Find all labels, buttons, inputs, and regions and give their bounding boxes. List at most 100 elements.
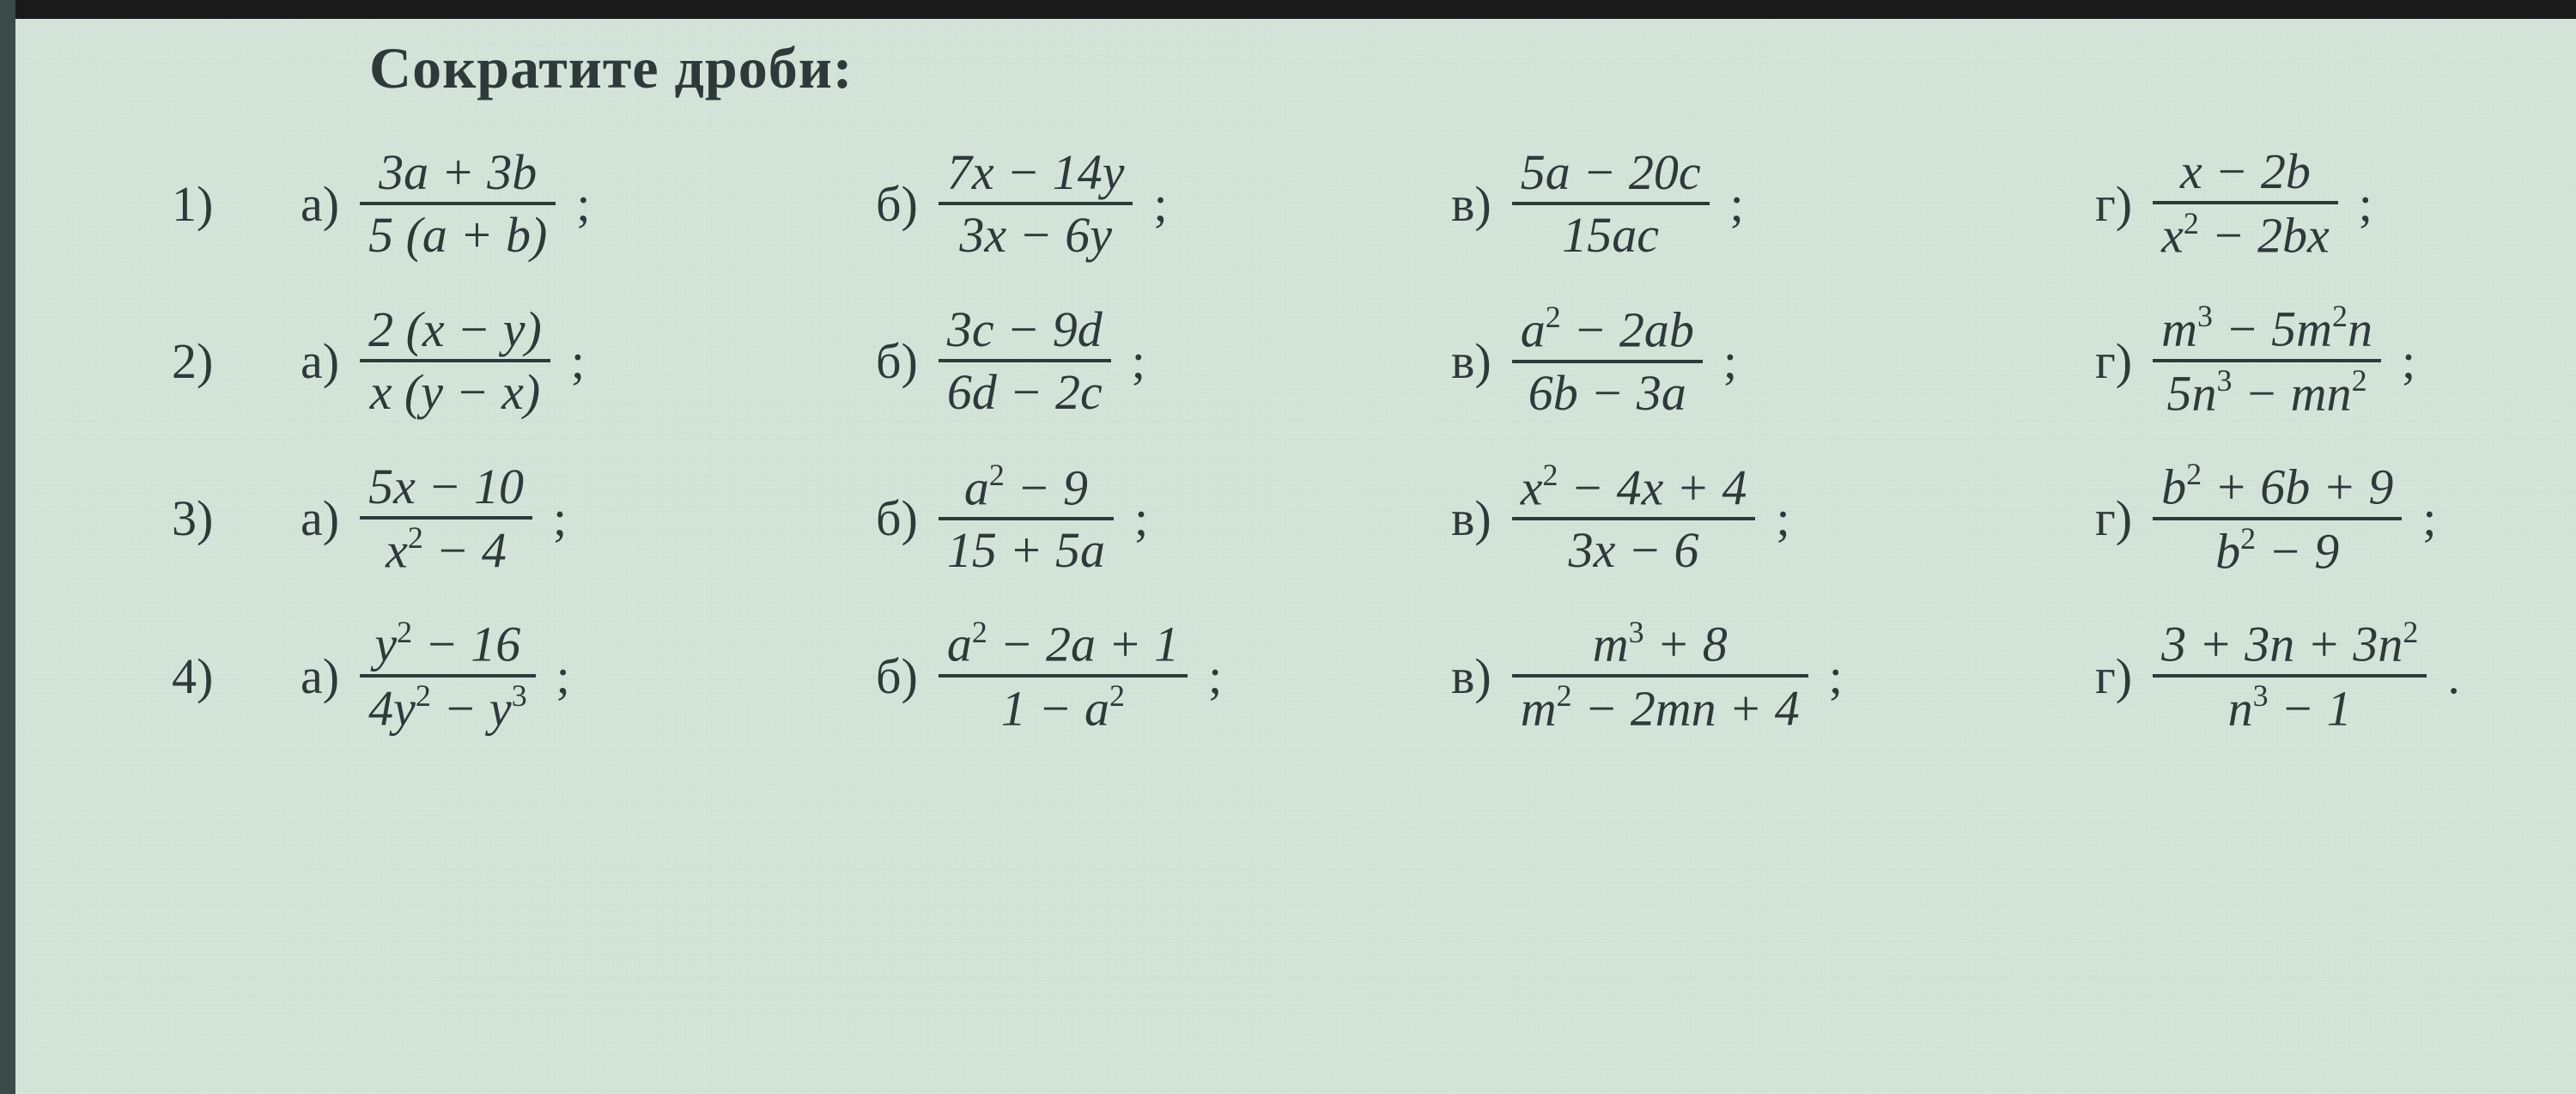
- punctuation: ;: [1829, 647, 1843, 705]
- denominator: x2 − 4: [377, 523, 515, 577]
- subpart-letter: б): [876, 332, 918, 390]
- problem-cell: б) 7x − 14y 3x − 6y ;: [876, 146, 1425, 262]
- subpart-letter: г): [2095, 332, 2132, 390]
- punctuation: ;: [1134, 489, 1148, 547]
- denominator: 3x − 6y: [951, 209, 1121, 261]
- row-number: 4): [155, 647, 275, 705]
- subpart-letter: а): [301, 332, 339, 390]
- denominator: 3x − 6: [1560, 524, 1708, 576]
- denominator: m2 − 2mn + 4: [1512, 681, 1808, 735]
- punctuation: ;: [1776, 489, 1789, 547]
- fraction-bar: [1512, 202, 1710, 205]
- numerator: 3a + 3b: [370, 146, 545, 198]
- fraction: 5x − 10 x2 − 4: [360, 460, 532, 577]
- subpart-letter: а): [301, 647, 339, 705]
- numerator: b2 + 6b + 9: [2153, 459, 2402, 514]
- punctuation: ;: [2402, 332, 2415, 390]
- problem-cell: а) y2 − 16 4y2 − y3 ;: [301, 617, 850, 735]
- punctuation: ;: [1730, 175, 1744, 233]
- denominator: x (y − x): [361, 366, 550, 418]
- denominator: 15ac: [1553, 209, 1668, 261]
- problem-grid: 1) а) 3a + 3b 5 (a + b) ; б) 7x − 14y 3x…: [155, 145, 2499, 735]
- problem-cell: в) m3 + 8 m2 − 2mn + 4 ;: [1451, 617, 2069, 735]
- numerator: a2 − 2a + 1: [939, 617, 1188, 671]
- fraction: 7x − 14y 3x − 6y: [939, 146, 1133, 262]
- window-left-bar: [0, 0, 15, 1094]
- fraction-bar: [360, 202, 556, 205]
- fraction-bar: [2153, 517, 2402, 520]
- numerator: x − 2b: [2172, 145, 2319, 198]
- punctuation: ;: [2422, 489, 2436, 547]
- subpart-letter: б): [876, 647, 918, 705]
- fraction-bar: [360, 359, 550, 362]
- punctuation: .: [2447, 647, 2460, 705]
- page-title: Сократите дроби:: [369, 34, 2499, 102]
- punctuation: ;: [2359, 175, 2372, 233]
- punctuation: ;: [1723, 332, 1737, 390]
- denominator: 15 + 5a: [939, 524, 1114, 576]
- fraction: 5a − 20c 15ac: [1512, 146, 1710, 262]
- denominator: n3 − 1: [2220, 681, 2360, 735]
- problem-cell: б) 3c − 9d 6d − 2c ;: [876, 303, 1425, 419]
- problem-cell: а) 5x − 10 x2 − 4 ;: [301, 460, 850, 577]
- fraction-bar: [2153, 359, 2381, 362]
- denominator: x2 − 2bx: [2153, 208, 2338, 262]
- numerator: 5a − 20c: [1512, 146, 1710, 198]
- fraction: b2 + 6b + 9 b2 − 9: [2153, 459, 2402, 578]
- fraction: a2 − 9 15 + 5a: [939, 460, 1114, 577]
- subpart-letter: б): [876, 175, 918, 233]
- numerator: 7x − 14y: [939, 146, 1133, 198]
- problem-cell: б) a2 − 9 15 + 5a ;: [876, 460, 1425, 577]
- problem-cell: а) 2 (x − y) x (y − x) ;: [301, 303, 850, 419]
- problem-cell: в) 5a − 20c 15ac ;: [1451, 146, 2069, 262]
- fraction: x − 2b x2 − 2bx: [2153, 145, 2338, 262]
- subpart-letter: г): [2095, 647, 2132, 705]
- problem-cell: г) b2 + 6b + 9 b2 − 9 ;: [2095, 459, 2576, 578]
- row-number: 3): [155, 489, 275, 547]
- fraction: 3c − 9d 6d − 2c: [939, 303, 1111, 419]
- subpart-letter: г): [2095, 489, 2132, 547]
- numerator: m3 − 5m2n: [2153, 301, 2381, 356]
- denominator: 5 (a + b): [360, 209, 556, 261]
- problem-cell: а) 3a + 3b 5 (a + b) ;: [301, 146, 850, 262]
- numerator: x2 − 4x + 4: [1512, 460, 1756, 514]
- subpart-letter: а): [301, 175, 339, 233]
- subpart-letter: в): [1451, 647, 1492, 705]
- problem-row: 3) а) 5x − 10 x2 − 4 ; б) a2 − 9 15 + 5a…: [155, 459, 2499, 578]
- numerator: a2 − 9: [956, 460, 1097, 514]
- subpart-letter: б): [876, 489, 918, 547]
- problem-row: 2) а) 2 (x − y) x (y − x) ; б) 3c − 9d 6…: [155, 301, 2499, 420]
- fraction-bar: [939, 517, 1114, 520]
- fraction: 3a + 3b 5 (a + b): [360, 146, 556, 262]
- numerator: 5x − 10: [360, 460, 532, 513]
- subpart-letter: г): [2095, 175, 2132, 233]
- punctuation: ;: [556, 647, 570, 705]
- problem-cell: в) a2 − 2ab 6b − 3a ;: [1451, 302, 2069, 419]
- fraction-bar: [1512, 360, 1703, 363]
- row-number: 1): [155, 175, 275, 233]
- denominator: 1 − a2: [993, 681, 1133, 735]
- punctuation: ;: [571, 332, 585, 390]
- denominator: 6d − 2c: [939, 366, 1111, 418]
- fraction-bar: [939, 202, 1133, 205]
- punctuation: ;: [553, 489, 567, 547]
- punctuation: ;: [1153, 175, 1167, 233]
- fraction: 2 (x − y) x (y − x): [360, 303, 550, 419]
- denominator: 6b − 3a: [1520, 367, 1695, 419]
- fraction-bar: [939, 674, 1188, 678]
- fraction: a2 − 2a + 1 1 − a2: [939, 617, 1188, 735]
- subpart-letter: в): [1451, 332, 1492, 390]
- fraction: a2 − 2ab 6b − 3a: [1512, 302, 1703, 419]
- problem-cell: г) m3 − 5m2n 5n3 − mn2 ;: [2095, 301, 2576, 420]
- problem-cell: г) x − 2b x2 − 2bx ;: [2095, 145, 2576, 262]
- fraction-bar: [1512, 517, 1756, 520]
- denominator: 5n3 − mn2: [2159, 366, 2376, 420]
- denominator: b2 − 9: [2207, 524, 2348, 578]
- problem-row: 4) а) y2 − 16 4y2 − y3 ; б) a2 − 2a + 1 …: [155, 617, 2499, 735]
- numerator: m3 + 8: [1584, 617, 1736, 671]
- subpart-letter: в): [1451, 489, 1492, 547]
- problem-cell: б) a2 − 2a + 1 1 − a2 ;: [876, 617, 1425, 735]
- fraction-bar: [360, 674, 536, 678]
- punctuation: ;: [1132, 332, 1145, 390]
- problem-cell: в) x2 − 4x + 4 3x − 6 ;: [1451, 460, 2069, 577]
